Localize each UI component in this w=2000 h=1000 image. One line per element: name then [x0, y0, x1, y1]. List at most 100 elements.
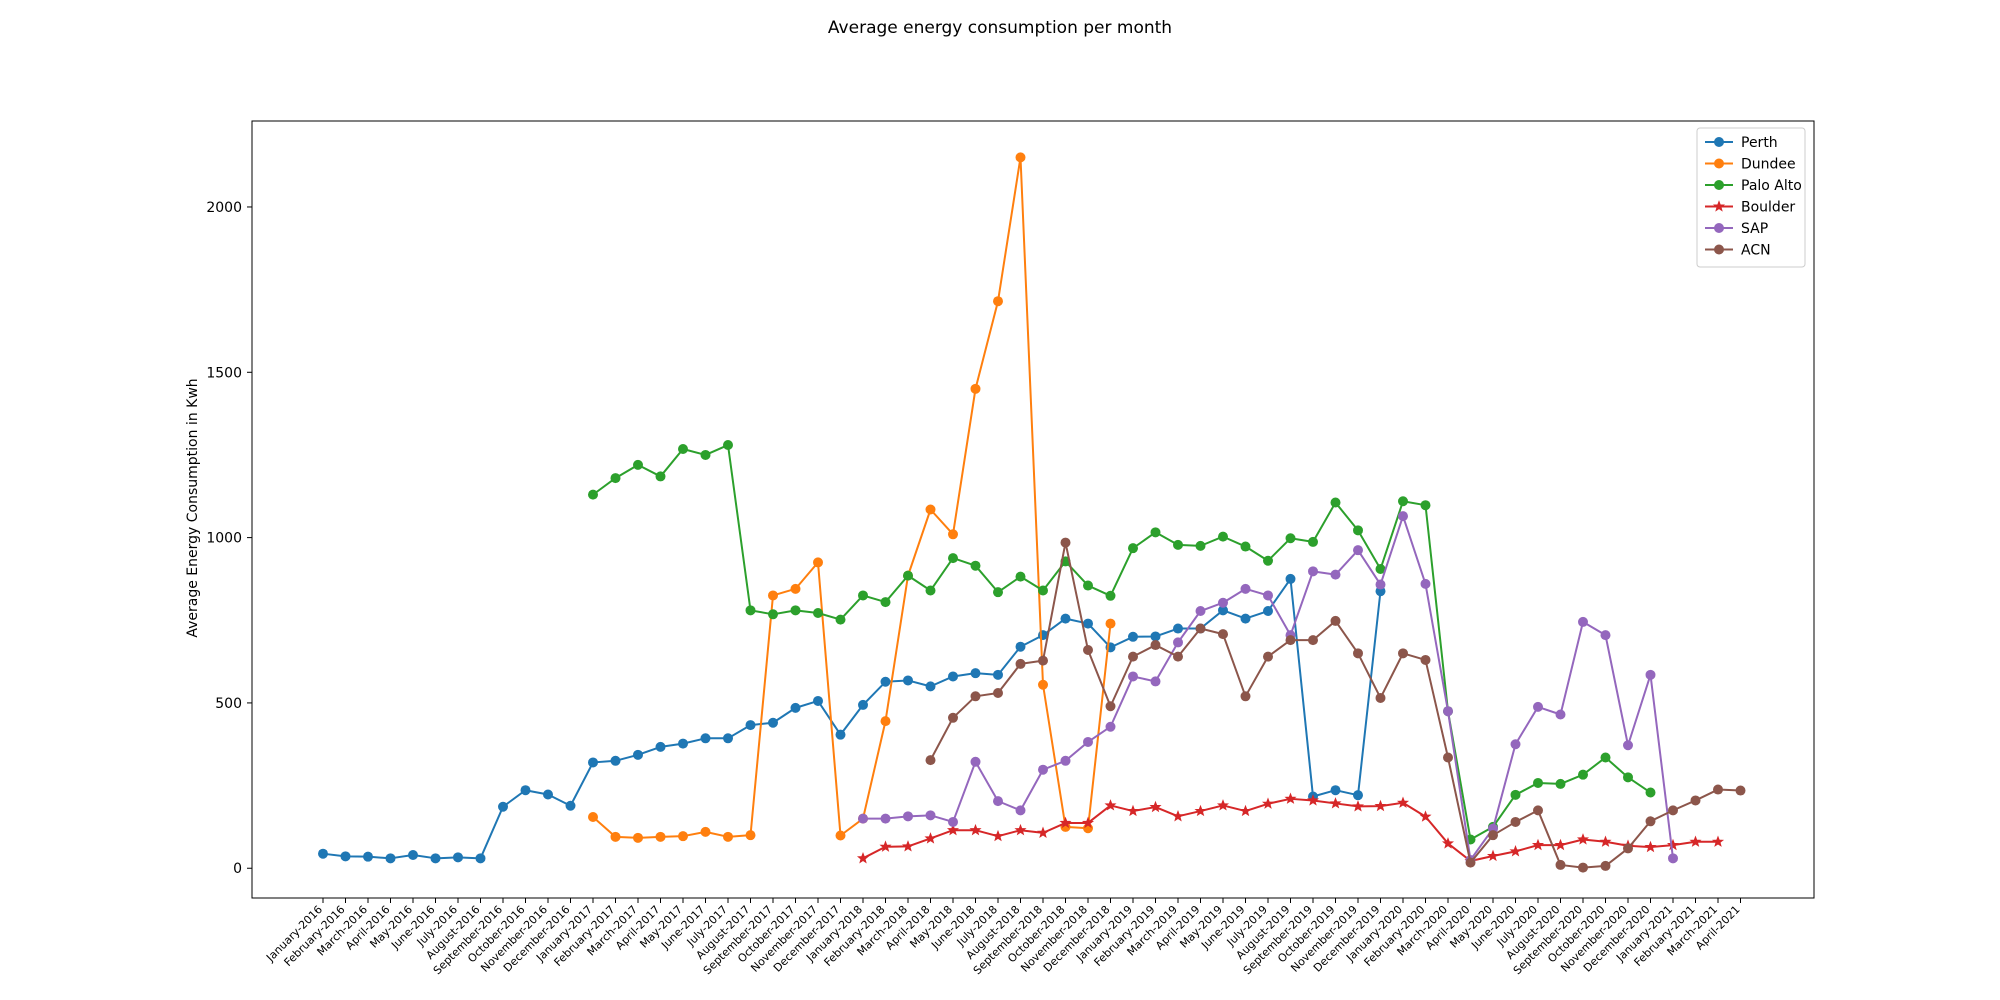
data-point-perth: [723, 733, 733, 744]
data-point-palo-alto: [903, 570, 913, 581]
data-point-boulder: [946, 823, 960, 836]
data-point-palo-alto: [880, 597, 891, 608]
data-point-acn: [1375, 692, 1386, 703]
data-point-sap: [1150, 676, 1161, 687]
data-point-perth: [678, 738, 688, 749]
data-point-perth: [475, 853, 486, 864]
data-point-boulder: [1531, 838, 1545, 851]
legend-entry-acn: ACN: [1705, 243, 1771, 259]
legend-swatch-marker: [1714, 180, 1724, 190]
data-point-acn: [993, 688, 1003, 699]
data-point-palo-alto: [948, 553, 958, 564]
data-point-acn: [1263, 651, 1273, 662]
data-point-sap: [925, 810, 936, 821]
data-point-palo-alto: [1398, 496, 1408, 507]
data-point-palo-alto: [1645, 787, 1656, 798]
data-point-perth: [745, 720, 756, 731]
data-point-sap: [970, 756, 981, 767]
data-point-boulder: [1239, 804, 1252, 817]
data-point-palo-alto: [678, 443, 688, 454]
data-point-sap: [1105, 721, 1116, 732]
data-point-sap: [1443, 706, 1453, 717]
data-point-boulder: [1599, 835, 1612, 847]
data-point-palo-alto: [1150, 527, 1161, 538]
data-point-perth: [790, 702, 801, 713]
legend-entry-boulder: Boulder: [1705, 200, 1795, 216]
data-point-boulder: [1576, 833, 1590, 845]
data-point-perth: [970, 668, 981, 679]
data-point-sap: [1083, 736, 1093, 747]
data-point-perth: [858, 699, 868, 710]
data-point-sap: [1398, 511, 1408, 522]
legend-entry-palo-alto: Palo Alto: [1705, 178, 1802, 194]
data-point-acn: [1240, 691, 1251, 702]
y-tick-label: 2000: [206, 200, 242, 216]
data-point-sap: [1645, 669, 1656, 680]
data-point-palo-alto: [1510, 789, 1521, 800]
data-point-sap: [1263, 590, 1273, 601]
data-point-perth: [610, 755, 621, 766]
data-point-dundee: [790, 583, 801, 594]
data-point-acn: [1173, 651, 1183, 662]
data-point-acn: [1195, 623, 1206, 634]
data-point-boulder: [1081, 816, 1095, 829]
data-point-sap: [1308, 566, 1318, 577]
data-point-boulder: [901, 840, 915, 852]
data-point-acn: [970, 691, 981, 702]
data-point-palo-alto: [813, 607, 823, 618]
data-point-perth: [835, 729, 846, 740]
legend-label: Perth: [1741, 135, 1778, 151]
data-point-acn: [1150, 640, 1161, 651]
data-point-boulder: [1711, 835, 1725, 847]
data-point-sap: [1578, 616, 1588, 627]
data-point-dundee: [745, 830, 756, 841]
data-point-dundee: [813, 557, 823, 568]
data-point-boulder: [1036, 826, 1050, 838]
chart-title: Average energy consumption per month: [828, 18, 1172, 38]
data-point-dundee: [993, 296, 1003, 307]
legend-swatch-marker: [1714, 137, 1724, 147]
y-tick-label: 1500: [206, 365, 242, 381]
data-point-perth: [925, 681, 936, 692]
data-point-palo-alto: [1623, 772, 1633, 783]
data-point-sap: [1533, 701, 1543, 712]
data-point-acn: [1555, 859, 1566, 870]
legend-swatch-marker: [1714, 244, 1724, 255]
data-point-acn: [1735, 785, 1746, 796]
data-point-perth: [1173, 623, 1183, 634]
data-point-palo-alto: [588, 489, 598, 500]
data-point-sap: [1015, 805, 1026, 816]
data-point-palo-alto: [1240, 541, 1251, 552]
y-tick-label: 1000: [206, 531, 242, 547]
data-point-dundee: [700, 826, 711, 837]
data-point-palo-alto: [1218, 531, 1228, 542]
data-point-perth: [1150, 631, 1161, 642]
data-point-perth: [948, 671, 958, 682]
data-point-dundee: [835, 830, 846, 841]
data-point-palo-alto: [835, 614, 846, 625]
data-point-sap: [880, 813, 891, 824]
data-point-palo-alto: [1578, 769, 1588, 780]
data-point-dundee: [610, 831, 621, 842]
data-point-palo-alto: [790, 605, 801, 616]
data-point-acn: [1645, 816, 1656, 827]
data-point-dundee: [655, 831, 666, 842]
series-line-perth: [322, 577, 1382, 860]
data-point-sap: [1128, 671, 1138, 682]
data-point-boulder: [1171, 809, 1185, 822]
data-point-palo-alto: [1263, 555, 1273, 566]
data-point-palo-alto: [858, 590, 868, 601]
series-sap: [858, 511, 1678, 865]
data-point-acn: [1218, 629, 1228, 640]
data-point-acn: [1015, 658, 1026, 669]
legend-entry-dundee: Dundee: [1705, 157, 1796, 173]
data-point-boulder: [1666, 838, 1680, 851]
data-point-boulder: [1014, 823, 1027, 836]
data-point-sap: [858, 813, 868, 824]
data-point-boulder: [1554, 838, 1567, 851]
data-point-perth: [385, 853, 396, 864]
data-point-perth: [1330, 785, 1341, 796]
data-point-acn: [1510, 816, 1521, 827]
data-point-palo-alto: [1375, 564, 1386, 575]
